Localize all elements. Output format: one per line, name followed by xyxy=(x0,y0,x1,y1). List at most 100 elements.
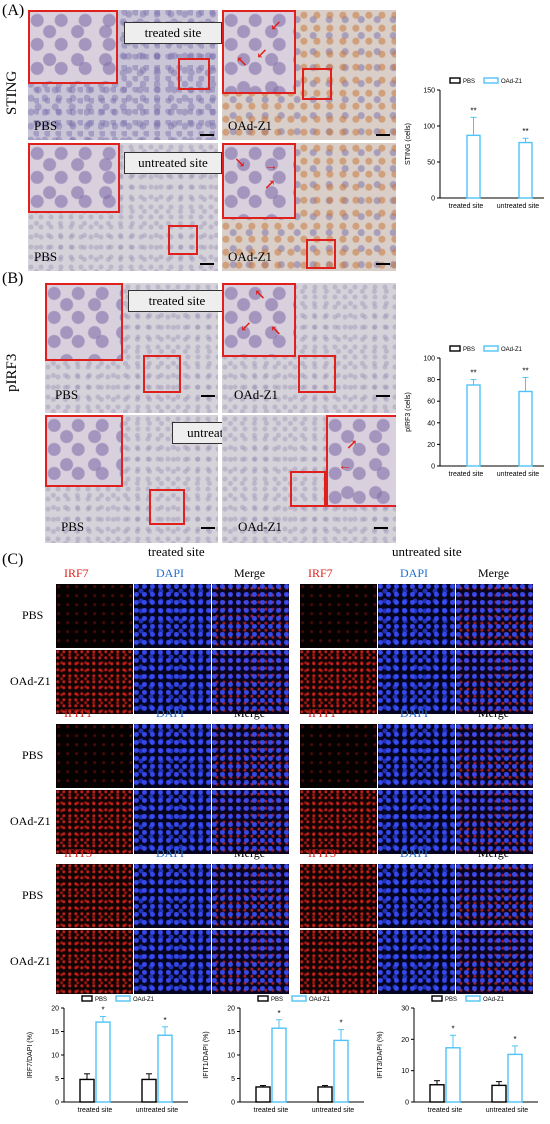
y-tick-label: 0 xyxy=(55,1100,59,1107)
fluorescence-tile xyxy=(378,790,455,854)
arrow-icon: ↗ xyxy=(264,178,276,193)
scale-bar xyxy=(201,395,215,397)
fluorescence-tile xyxy=(378,650,455,714)
x-tick-label: treated site xyxy=(428,1107,463,1114)
fluorescence-tile xyxy=(134,650,211,714)
zoom-inset xyxy=(45,415,123,487)
scale-bar xyxy=(201,527,215,529)
arrow-icon: ↗ xyxy=(346,438,358,453)
y-tick-label: 0 xyxy=(431,196,435,203)
label-treated-site-a: treated site xyxy=(124,22,222,44)
significance-label: ** xyxy=(470,106,476,115)
scale-bar xyxy=(376,134,390,136)
bar-pbs xyxy=(317,1086,333,1103)
fluorescence-tile xyxy=(134,864,211,928)
bar-pbs xyxy=(79,1078,95,1103)
row-label-oad: OAd-Z1 xyxy=(10,674,51,688)
y-tick-label: 15 xyxy=(51,1029,59,1036)
fluorescence-tile xyxy=(56,790,133,854)
fluorescence-tile xyxy=(212,584,289,648)
bar-pbs xyxy=(491,1084,507,1103)
x-tick-label: untreated site xyxy=(497,203,540,210)
x-tick-label: treated site xyxy=(449,203,484,210)
merge-channel-label: Merge xyxy=(478,846,510,860)
merge-channel-label: Merge xyxy=(234,706,266,720)
y-tick-label: 50 xyxy=(427,160,435,167)
fluorescence-tile xyxy=(212,790,289,854)
col-header-untreated: untreated site xyxy=(392,544,462,559)
y-tick-label: 0 xyxy=(405,1100,409,1107)
roi-box xyxy=(149,489,185,525)
ifit3-channel-label: IFIT3 xyxy=(308,846,336,860)
y-tick-label: 60 xyxy=(427,399,435,406)
fluorescence-tile xyxy=(456,650,533,714)
x-tick-label: untreated site xyxy=(497,471,540,478)
bar-pbs xyxy=(255,1086,271,1103)
roi-box xyxy=(290,471,326,507)
ifit1-channel-label: IFIT1 xyxy=(64,706,92,720)
fluorescence-tile xyxy=(456,930,533,994)
fluorescence-tile xyxy=(300,930,377,994)
bar-oad xyxy=(157,1034,173,1103)
merge-channel-label: Merge xyxy=(478,566,510,580)
y-tick-label: 5 xyxy=(55,1076,59,1083)
roi-box xyxy=(298,355,336,393)
legend-label-pbs: PBS xyxy=(445,997,457,1003)
arrow-icon: ↖ xyxy=(254,288,266,303)
pirf3-side-label-text: pIRF3 xyxy=(4,353,20,392)
y-tick-label: 20 xyxy=(427,442,435,449)
bar-oad xyxy=(518,390,533,467)
y-tick-label: 20 xyxy=(227,1006,235,1013)
legend-swatch-pbs xyxy=(449,77,461,84)
fluorescence-tile xyxy=(56,650,133,714)
irf7-channel-label: IRF7 xyxy=(308,566,333,580)
row-label-pbs: PBS xyxy=(22,608,44,622)
row-label-pbs: PBS xyxy=(22,888,44,902)
y-axis-label: IFIT3/DAPI (%) xyxy=(377,1031,384,1078)
fluorescence-tile xyxy=(300,584,377,648)
panel-a-label: (A) xyxy=(2,2,25,19)
arrow-icon: ↖ xyxy=(270,324,282,339)
zoom-inset xyxy=(222,283,296,357)
bar-pbs xyxy=(141,1078,157,1103)
bar-oad xyxy=(271,1027,287,1103)
col-header-treated: treated site xyxy=(148,544,205,559)
legend-swatch-oad xyxy=(483,345,499,352)
significance-label: * xyxy=(277,1009,280,1018)
y-tick-label: 10 xyxy=(51,1053,59,1060)
tile-label-oad: OAd-Z1 xyxy=(234,387,279,402)
dapi-channel-label: DAPI xyxy=(400,706,429,720)
legend-swatch-pbs xyxy=(81,995,93,1002)
scale-bar xyxy=(376,263,390,265)
fluorescence-tile xyxy=(56,864,133,928)
dapi-channel-label: DAPI xyxy=(156,566,185,580)
arrow-icon: ↖ xyxy=(236,55,248,70)
row-label-oad: OAd-Z1 xyxy=(10,954,51,968)
fluorescence-tile xyxy=(56,584,133,648)
roi-box xyxy=(306,239,336,269)
zoom-inset xyxy=(28,10,118,84)
y-tick-label: 40 xyxy=(427,420,435,427)
zoom-inset xyxy=(222,143,296,219)
chart-sting: 0 50 100 150 STING (cells) ** treated site ** un… xyxy=(405,77,544,210)
fluorescence-tile xyxy=(56,930,133,994)
significance-label: * xyxy=(163,1016,166,1025)
legend-label-oad: OAd-Z1 xyxy=(309,997,331,1003)
arrow-icon: ↙ xyxy=(240,320,252,335)
row-label-pbs: PBS xyxy=(22,748,44,762)
roi-box xyxy=(168,225,198,255)
y-axis-label: IFIT1/DAPI (%) xyxy=(203,1031,210,1078)
tile-label-pbs: PBS xyxy=(34,118,58,133)
sting-side-label-text: STING xyxy=(4,70,20,115)
bar-oad xyxy=(445,1047,461,1103)
fluorescence-tile xyxy=(212,930,289,994)
scale-bar xyxy=(200,263,214,265)
fluorescence-tile xyxy=(134,790,211,854)
x-tick-label: treated site xyxy=(254,1107,289,1114)
fluorescence-tile xyxy=(56,724,133,788)
fluorescence-tile xyxy=(456,724,533,788)
bar-oad xyxy=(95,1021,111,1103)
significance-label: ** xyxy=(522,127,528,136)
dapi-channel-label: DAPI xyxy=(400,566,429,580)
fluorescence-tile xyxy=(212,864,289,928)
